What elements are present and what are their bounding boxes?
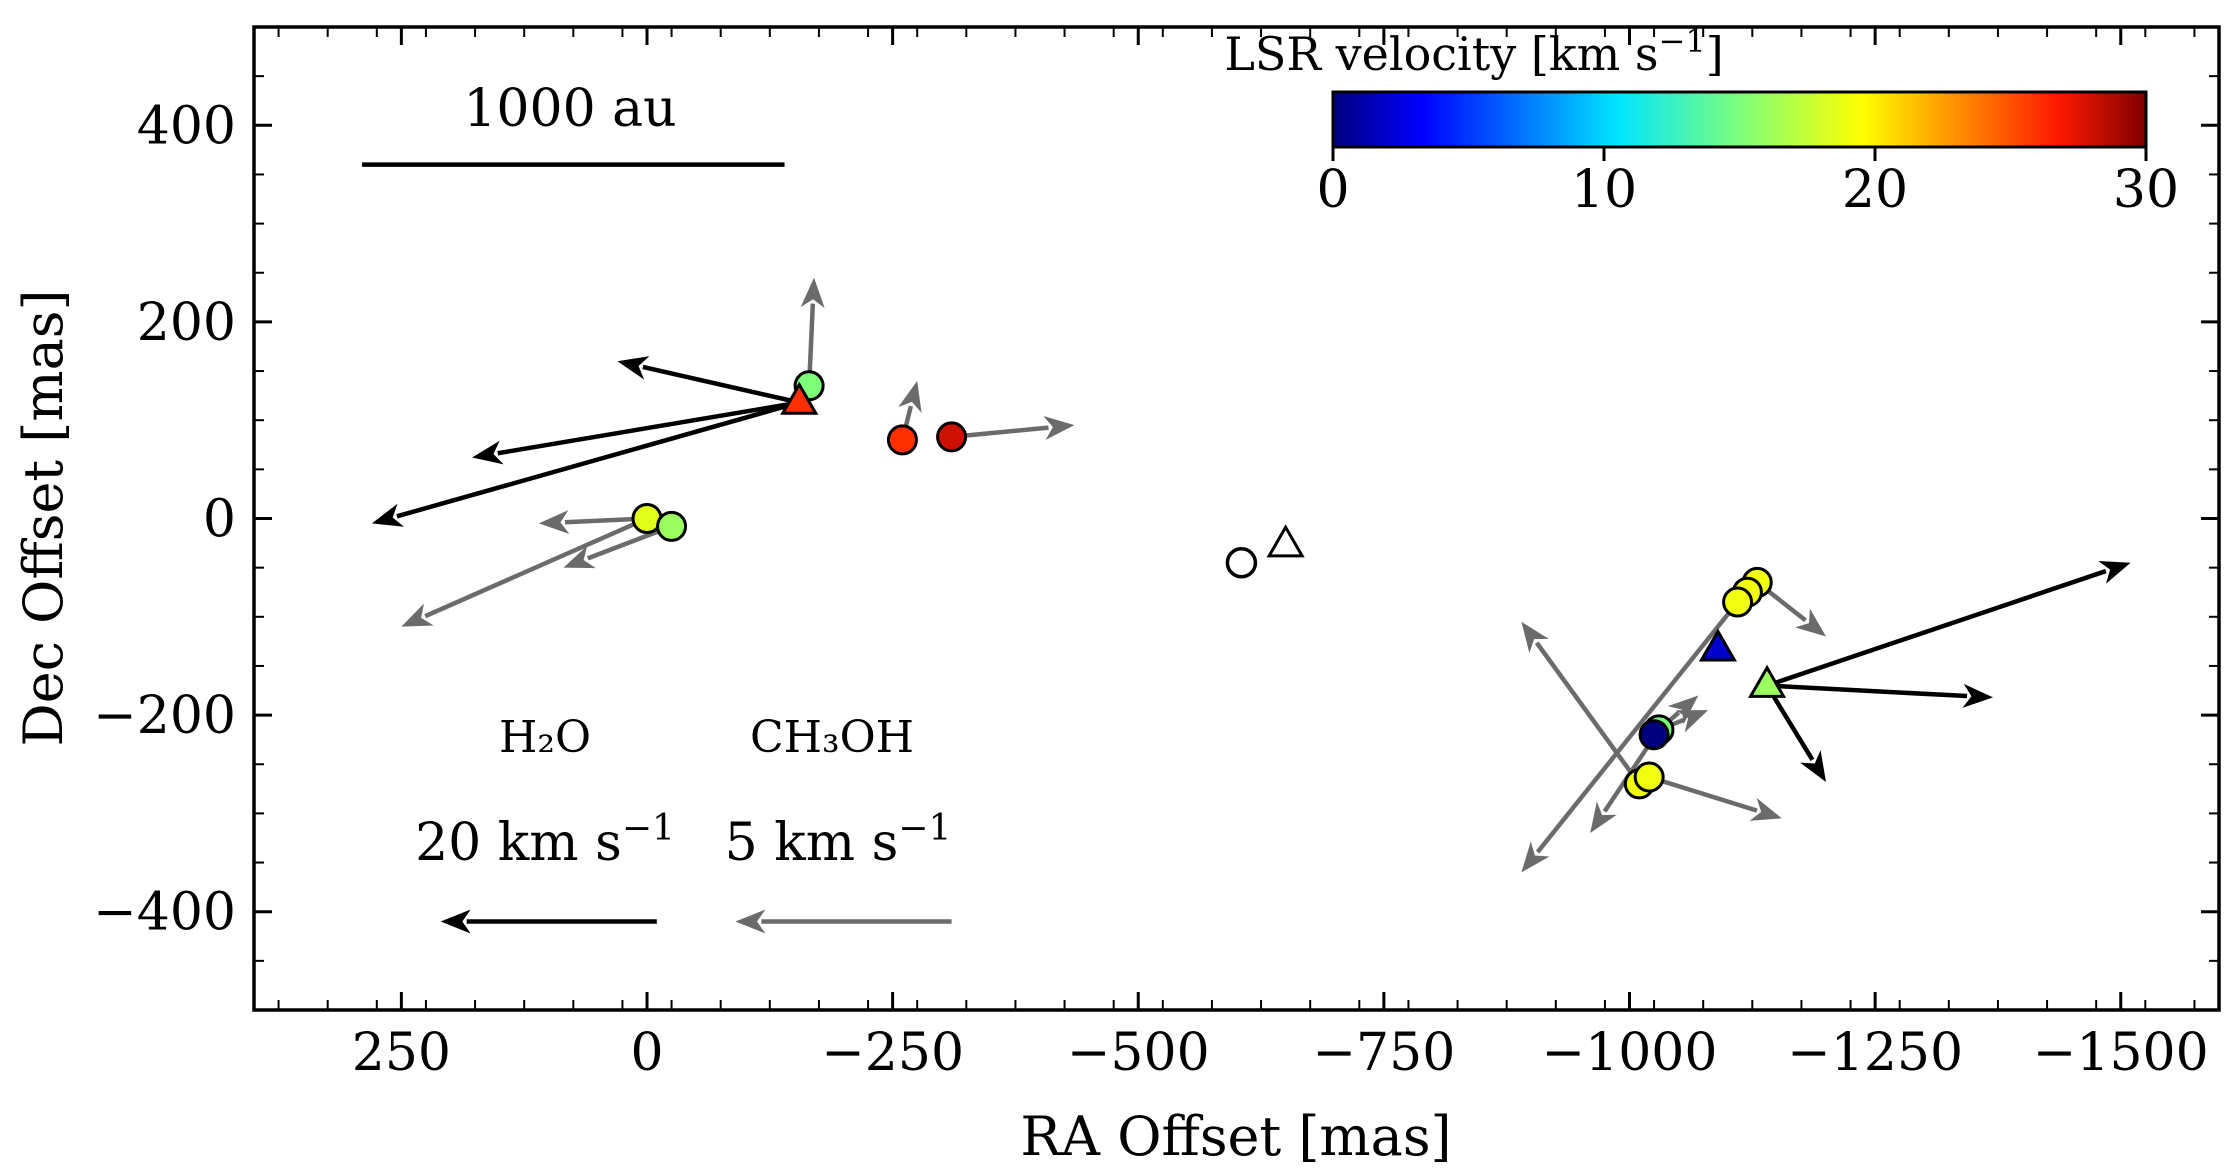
ch3oh-vector [1648, 774, 1782, 821]
ch3oh-vector-shaft [1535, 600, 1740, 854]
x-tick-label: −1000 [1542, 1023, 1718, 1083]
ch3oh-vector-head [401, 603, 434, 627]
ch3oh-maser-point [886, 424, 918, 456]
ch3oh-vector [1521, 621, 1642, 786]
h2o-reference-arrow [440, 909, 657, 934]
h2o-vector [617, 356, 800, 405]
x-tick-label: 250 [352, 1023, 451, 1083]
h2o-vector [1765, 684, 1826, 782]
ch3oh-vector-head [1667, 695, 1699, 725]
ch3oh-maser-point [1638, 719, 1670, 751]
ch3oh-vector [538, 510, 648, 535]
colorbar-tick-label: 0 [1316, 160, 1349, 220]
ch3oh-vector-head [800, 277, 825, 309]
ch3oh-vector-head [1521, 621, 1549, 654]
h2o-vector-shaft [642, 364, 800, 405]
ch3oh-vector-head [1749, 797, 1782, 821]
y-axis-title: Dec Offset [mas] [12, 289, 75, 746]
reference-key: H₂O CH₃OH 20 km s−1 5 km s−1 [415, 712, 952, 934]
x-tick-label: −250 [821, 1023, 964, 1083]
x-tick-label: −1250 [1787, 1023, 1963, 1083]
colorbar-ticks: 0 10 20 30 [1316, 147, 2179, 220]
h2o-vector-head [1962, 683, 1994, 708]
y-tick-label: 0 [203, 490, 236, 550]
h2o-maser-point [1747, 664, 1787, 698]
ch3oh-maser-point [936, 421, 968, 453]
colorbar-tick-label: 20 [1842, 160, 1908, 220]
h2o-vector-shaft [497, 400, 800, 456]
h2o-vector-shaft [1766, 683, 1968, 699]
ch3oh-vector-shaft [951, 425, 1049, 440]
scale-bar-label: 1000 au [463, 79, 676, 139]
ch3oh-vector-head [1521, 841, 1550, 873]
colorbar-gradient [1331, 90, 2148, 149]
ch3oh-maser-point [1722, 586, 1754, 618]
h2o-vector-shaft [1765, 684, 1815, 761]
x-tick-label: −1500 [2033, 1023, 2209, 1083]
h2o-vector [472, 400, 800, 465]
ch3oh-vector-head [1043, 416, 1075, 440]
h2o-vector-head [1800, 750, 1826, 782]
reference-arrows [440, 909, 952, 934]
h2o-vector-head [2098, 560, 2131, 584]
y-tick-label: −400 [93, 883, 236, 943]
y-tick-label: 400 [137, 96, 236, 156]
x-tick-label: −750 [1312, 1023, 1455, 1083]
h2o-maser-point [780, 381, 819, 415]
h2o-maser-point [1698, 628, 1738, 662]
ch3oh-reference-arrow-head [735, 909, 766, 934]
ch3oh-vector [1521, 600, 1740, 873]
ch3oh-maser-point [1633, 761, 1665, 793]
h2o-vector [1766, 683, 1994, 708]
ch3oh-reference-arrow [735, 909, 952, 934]
ch3oh-vector-head [563, 545, 596, 569]
x-tick-label: −500 [1067, 1023, 1210, 1083]
h2o-vector-head [371, 503, 405, 527]
h2o-vector-head [472, 440, 504, 465]
ch3oh-speed-label: 5 km s−1 [725, 808, 952, 873]
colorbar: LSR velocity [km s−1] 0 10 20 30 [1224, 22, 2179, 220]
ch3oh-vector-shaft [424, 516, 648, 619]
ch3oh-maser-point [656, 510, 688, 542]
ch3oh-vector-shaft [1648, 774, 1758, 813]
ch3oh-label: CH₃OH [750, 712, 914, 763]
h2o-vector-shaft [396, 400, 800, 519]
maser-markers [631, 370, 1787, 800]
ch3oh-vector-head [538, 510, 570, 535]
h2o-vector [371, 400, 800, 527]
ch3oh-vector [800, 277, 825, 386]
y-tick-label: −200 [93, 686, 236, 746]
ch3oh-vector-shaft [1534, 641, 1642, 786]
h2o-vector-shaft [1766, 568, 2107, 688]
h2o-label: H₂O [499, 712, 591, 763]
colorbar-tick-label: 30 [2113, 160, 2179, 220]
ch3oh-vector [401, 516, 648, 627]
x-axis-ticks: 250 0 −250 −500 −750 −1000 −1250 −1500 [277, 27, 2209, 1083]
ch3oh-vector-head [1675, 710, 1709, 733]
h2o-vector-head [617, 356, 650, 380]
x-tick-label: 0 [630, 1023, 663, 1083]
h2o-speed-label: 20 km s−1 [415, 808, 675, 873]
ch3oh-vector [951, 416, 1075, 440]
colorbar-tick-label: 10 [1571, 160, 1637, 220]
x-axis-title: RA Offset [mas] [1020, 1105, 1451, 1168]
ch3oh-vector-head [1590, 801, 1617, 834]
y-tick-label: 200 [137, 293, 236, 353]
colorbar-title: LSR velocity [km s−1] [1224, 22, 1723, 81]
open-circle-marker [1225, 546, 1258, 579]
ch3oh-vector-head [898, 380, 922, 413]
h2o-reference-arrow-head [440, 909, 471, 934]
h2o-vector [1766, 560, 2131, 688]
open-triangle-marker [1266, 524, 1305, 558]
ch3oh-vector-head [1794, 608, 1826, 637]
